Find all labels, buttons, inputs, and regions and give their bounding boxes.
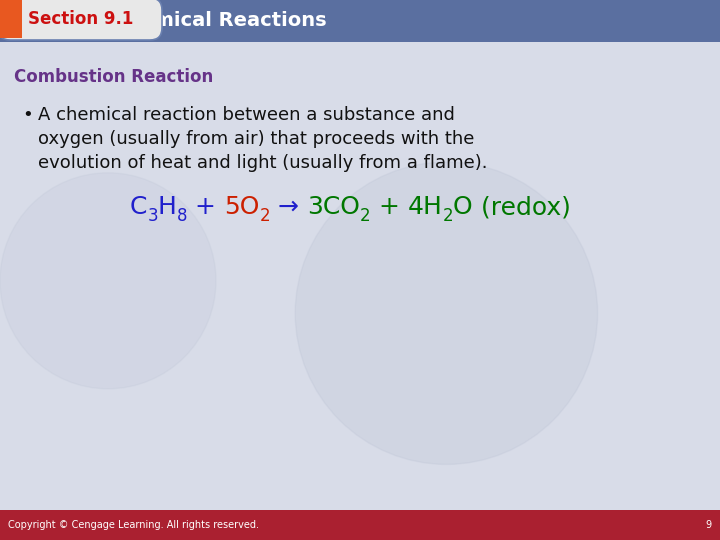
Text: A chemical reaction between a substance and: A chemical reaction between a substance … bbox=[38, 106, 455, 124]
Text: Section 9.1: Section 9.1 bbox=[28, 10, 133, 28]
Text: 8: 8 bbox=[177, 207, 187, 225]
Text: 3: 3 bbox=[148, 207, 158, 225]
Text: +: + bbox=[371, 195, 408, 219]
Text: oxygen (usually from air) that proceeds with the: oxygen (usually from air) that proceeds … bbox=[38, 130, 474, 148]
Text: 2: 2 bbox=[443, 207, 453, 225]
Text: •: • bbox=[22, 106, 32, 124]
Text: O: O bbox=[453, 195, 473, 219]
Text: 3CO: 3CO bbox=[307, 195, 360, 219]
Bar bbox=[0, 510, 720, 540]
Text: 9: 9 bbox=[706, 520, 712, 530]
Text: (redox): (redox) bbox=[473, 195, 571, 219]
Text: +: + bbox=[187, 195, 224, 219]
Text: Types of Chemical Reactions: Types of Chemical Reactions bbox=[14, 11, 327, 30]
Text: 4H: 4H bbox=[408, 195, 443, 219]
FancyBboxPatch shape bbox=[0, 0, 162, 40]
Circle shape bbox=[295, 162, 598, 464]
Bar bbox=[0, 0, 22, 38]
Circle shape bbox=[0, 173, 216, 389]
Text: Combustion Reaction: Combustion Reaction bbox=[14, 68, 213, 86]
Text: evolution of heat and light (usually from a flame).: evolution of heat and light (usually fro… bbox=[38, 154, 487, 172]
Text: →: → bbox=[270, 195, 307, 219]
Text: C: C bbox=[130, 195, 148, 219]
Text: 5O: 5O bbox=[224, 195, 260, 219]
Text: Copyright © Cengage Learning. All rights reserved.: Copyright © Cengage Learning. All rights… bbox=[8, 520, 259, 530]
Text: 2: 2 bbox=[260, 207, 270, 225]
Text: 2: 2 bbox=[360, 207, 371, 225]
Text: H: H bbox=[158, 195, 177, 219]
Bar bbox=[0, 0, 720, 42]
